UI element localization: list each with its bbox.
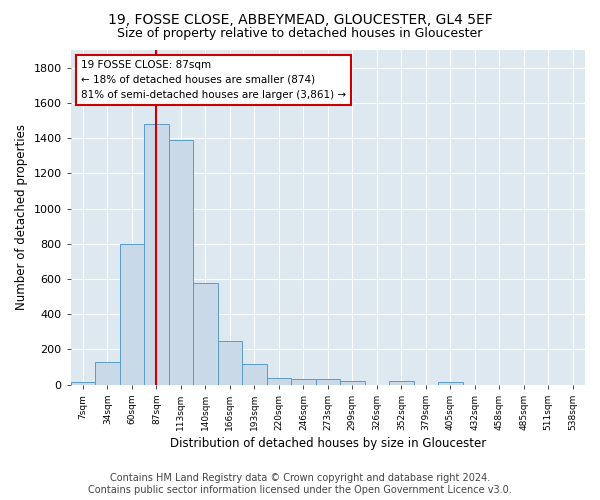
Bar xyxy=(340,381,365,384)
Bar xyxy=(218,340,242,384)
Bar xyxy=(438,382,463,384)
Text: Size of property relative to detached houses in Gloucester: Size of property relative to detached ho… xyxy=(118,28,482,40)
X-axis label: Distribution of detached houses by size in Gloucester: Distribution of detached houses by size … xyxy=(170,437,486,450)
Bar xyxy=(144,124,169,384)
Bar xyxy=(71,382,95,384)
Bar xyxy=(119,244,144,384)
Bar xyxy=(169,140,193,384)
Bar xyxy=(242,364,266,384)
Bar xyxy=(316,380,340,384)
Text: Contains HM Land Registry data © Crown copyright and database right 2024.
Contai: Contains HM Land Registry data © Crown c… xyxy=(88,474,512,495)
Text: 19 FOSSE CLOSE: 87sqm
← 18% of detached houses are smaller (874)
81% of semi-det: 19 FOSSE CLOSE: 87sqm ← 18% of detached … xyxy=(81,60,346,100)
Bar xyxy=(291,380,316,384)
Bar xyxy=(266,378,291,384)
Bar xyxy=(193,284,218,384)
Bar xyxy=(389,381,413,384)
Bar xyxy=(95,362,119,384)
Y-axis label: Number of detached properties: Number of detached properties xyxy=(15,124,28,310)
Text: 19, FOSSE CLOSE, ABBEYMEAD, GLOUCESTER, GL4 5EF: 19, FOSSE CLOSE, ABBEYMEAD, GLOUCESTER, … xyxy=(107,12,493,26)
